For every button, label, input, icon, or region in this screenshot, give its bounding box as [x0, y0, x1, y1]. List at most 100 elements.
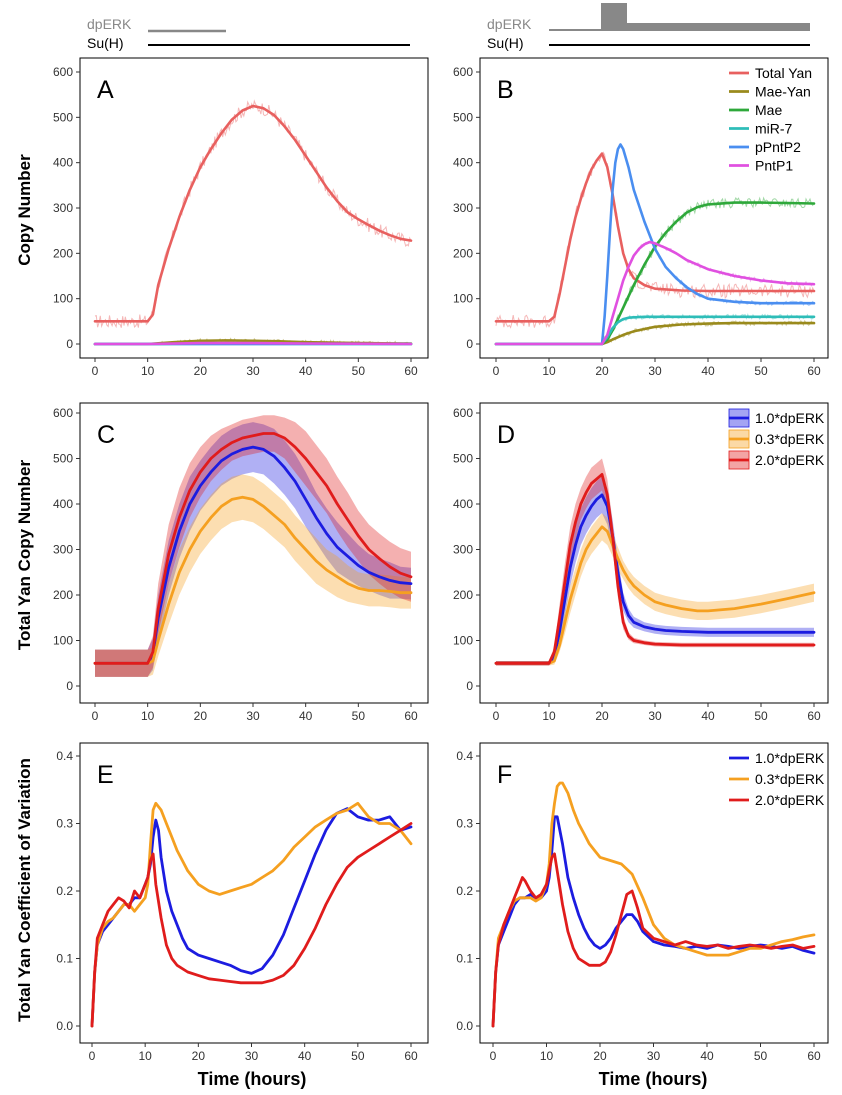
y-tick-label: 400: [453, 497, 473, 511]
y-tick-label: 400: [53, 497, 73, 511]
stochastic-trace-0: [495, 151, 815, 329]
xlabel-left: Time (hours): [198, 1069, 307, 1089]
x-tick-label: 50: [352, 709, 366, 723]
plot-area: [93, 99, 413, 346]
plot-area: [494, 458, 816, 666]
plot-area: [93, 415, 413, 677]
x-tick-label: 10: [542, 364, 556, 378]
legend-label: PntP1: [755, 158, 793, 174]
y-tick-label: 0: [66, 337, 73, 351]
y-tick-label: 0.1: [56, 952, 73, 966]
x-tick-label: 10: [542, 709, 556, 723]
y-tick-label: 300: [453, 201, 473, 215]
x-tick-label: 0: [92, 709, 99, 723]
y-tick-label: 500: [53, 452, 73, 466]
dperk-signal-label: dpERK: [87, 16, 132, 32]
legend-label: 2.0*dpERK: [755, 452, 825, 468]
suh-signal-label: Su(H): [487, 35, 524, 51]
x-tick-label: 0: [493, 364, 500, 378]
y-tick-label: 0: [66, 679, 73, 693]
panel-f: 0 10 20 30 40 50 60 0.0 0.1 0.2 0.3 0.4 F 1.0*dpERK 0.…: [456, 742, 829, 1063]
y-tick-label: 0.2: [456, 884, 473, 898]
x-tick-label: 30: [245, 1049, 259, 1063]
series-line-5: [494, 240, 816, 346]
y-tick-label: 100: [53, 634, 73, 648]
y-tick-label: 0.3: [56, 817, 73, 831]
series-line-0: [90, 807, 413, 1028]
confidence-band-0: [496, 476, 814, 666]
x-tick-label: 60: [404, 1049, 418, 1063]
panel-label: D: [497, 421, 515, 449]
signal-schematic-right: dpERK Su(H): [487, 3, 810, 51]
y-tick-label: 0.0: [456, 1019, 473, 1033]
signal-schematic-left: dpERK Su(H): [87, 16, 410, 51]
panel-label: C: [97, 421, 115, 449]
stochastic-trace-5: [496, 240, 815, 345]
ylabel-row3: Total Yan Coefficient of Variation: [15, 758, 34, 1022]
series-line-2: [90, 822, 413, 1028]
legend-label: 0.3*dpERK: [755, 771, 825, 787]
y-tick-label: 0.3: [456, 817, 473, 831]
y-tick-label: 500: [453, 452, 473, 466]
series-line-2: [491, 852, 816, 1028]
series-line-2: [494, 473, 816, 665]
x-tick-label: 20: [194, 364, 208, 378]
series-line-0: [93, 104, 413, 323]
legend-label: 1.0*dpERK: [755, 410, 825, 426]
x-tick-label: 20: [194, 709, 208, 723]
x-tick-label: 60: [404, 364, 418, 378]
dperk-signal-label: dpERK: [487, 16, 532, 32]
legend: Total Yan Mae-Yan Mae miR-7 pPntP2 PntP1: [729, 65, 812, 174]
stochastic-trace-0: [94, 99, 412, 329]
x-tick-label: 50: [754, 709, 768, 723]
legend-label: Mae: [755, 102, 782, 118]
x-tick-label: 0: [493, 709, 500, 723]
y-tick-label: 0.0: [56, 1019, 73, 1033]
series-line-0: [93, 445, 413, 665]
x-tick-label: 0: [490, 1049, 497, 1063]
legend-label: Total Yan: [755, 65, 812, 81]
x-tick-label: 40: [701, 709, 715, 723]
x-tick-label: 50: [351, 1049, 365, 1063]
x-tick-label: 60: [807, 1049, 821, 1063]
y-tick-label: 0.4: [456, 749, 473, 763]
y-tick-label: 100: [453, 634, 473, 648]
x-tick-label: 60: [404, 709, 418, 723]
x-tick-label: 50: [352, 364, 366, 378]
legend-label: 2.0*dpERK: [755, 792, 825, 808]
y-tick-label: 100: [453, 292, 473, 306]
x-tick-label: 60: [807, 364, 821, 378]
y-tick-label: 100: [53, 292, 73, 306]
confidence-band-2: [496, 458, 814, 666]
x-tick-label: 30: [246, 709, 260, 723]
ylabel-row2: Total Yan Copy Number: [15, 460, 34, 651]
y-tick-label: 200: [53, 246, 73, 260]
x-tick-label: 20: [593, 1049, 607, 1063]
y-tick-label: 300: [53, 543, 73, 557]
suh-signal-label: Su(H): [87, 35, 124, 51]
y-tick-label: 500: [53, 110, 73, 124]
x-tick-label: 40: [298, 1049, 312, 1063]
y-tick-label: 0: [466, 337, 473, 351]
ylabel-row1: Copy Number: [15, 154, 34, 266]
x-tick-label: 40: [700, 1049, 714, 1063]
x-tick-label: 30: [647, 1049, 661, 1063]
x-tick-label: 40: [299, 364, 313, 378]
y-tick-label: 200: [53, 588, 73, 602]
y-tick-label: 0.4: [56, 749, 73, 763]
series-line-4: [494, 143, 816, 346]
x-tick-label: 0: [89, 1049, 96, 1063]
y-tick-label: 600: [453, 65, 473, 79]
x-tick-label: 10: [138, 1049, 152, 1063]
series-line-0: [494, 493, 816, 665]
x-tick-label: 30: [648, 364, 662, 378]
x-tick-label: 40: [701, 364, 715, 378]
plot-area: [90, 801, 413, 1028]
y-tick-label: 300: [53, 201, 73, 215]
confidence-band-1: [95, 474, 411, 677]
series-line-1: [90, 801, 413, 1028]
